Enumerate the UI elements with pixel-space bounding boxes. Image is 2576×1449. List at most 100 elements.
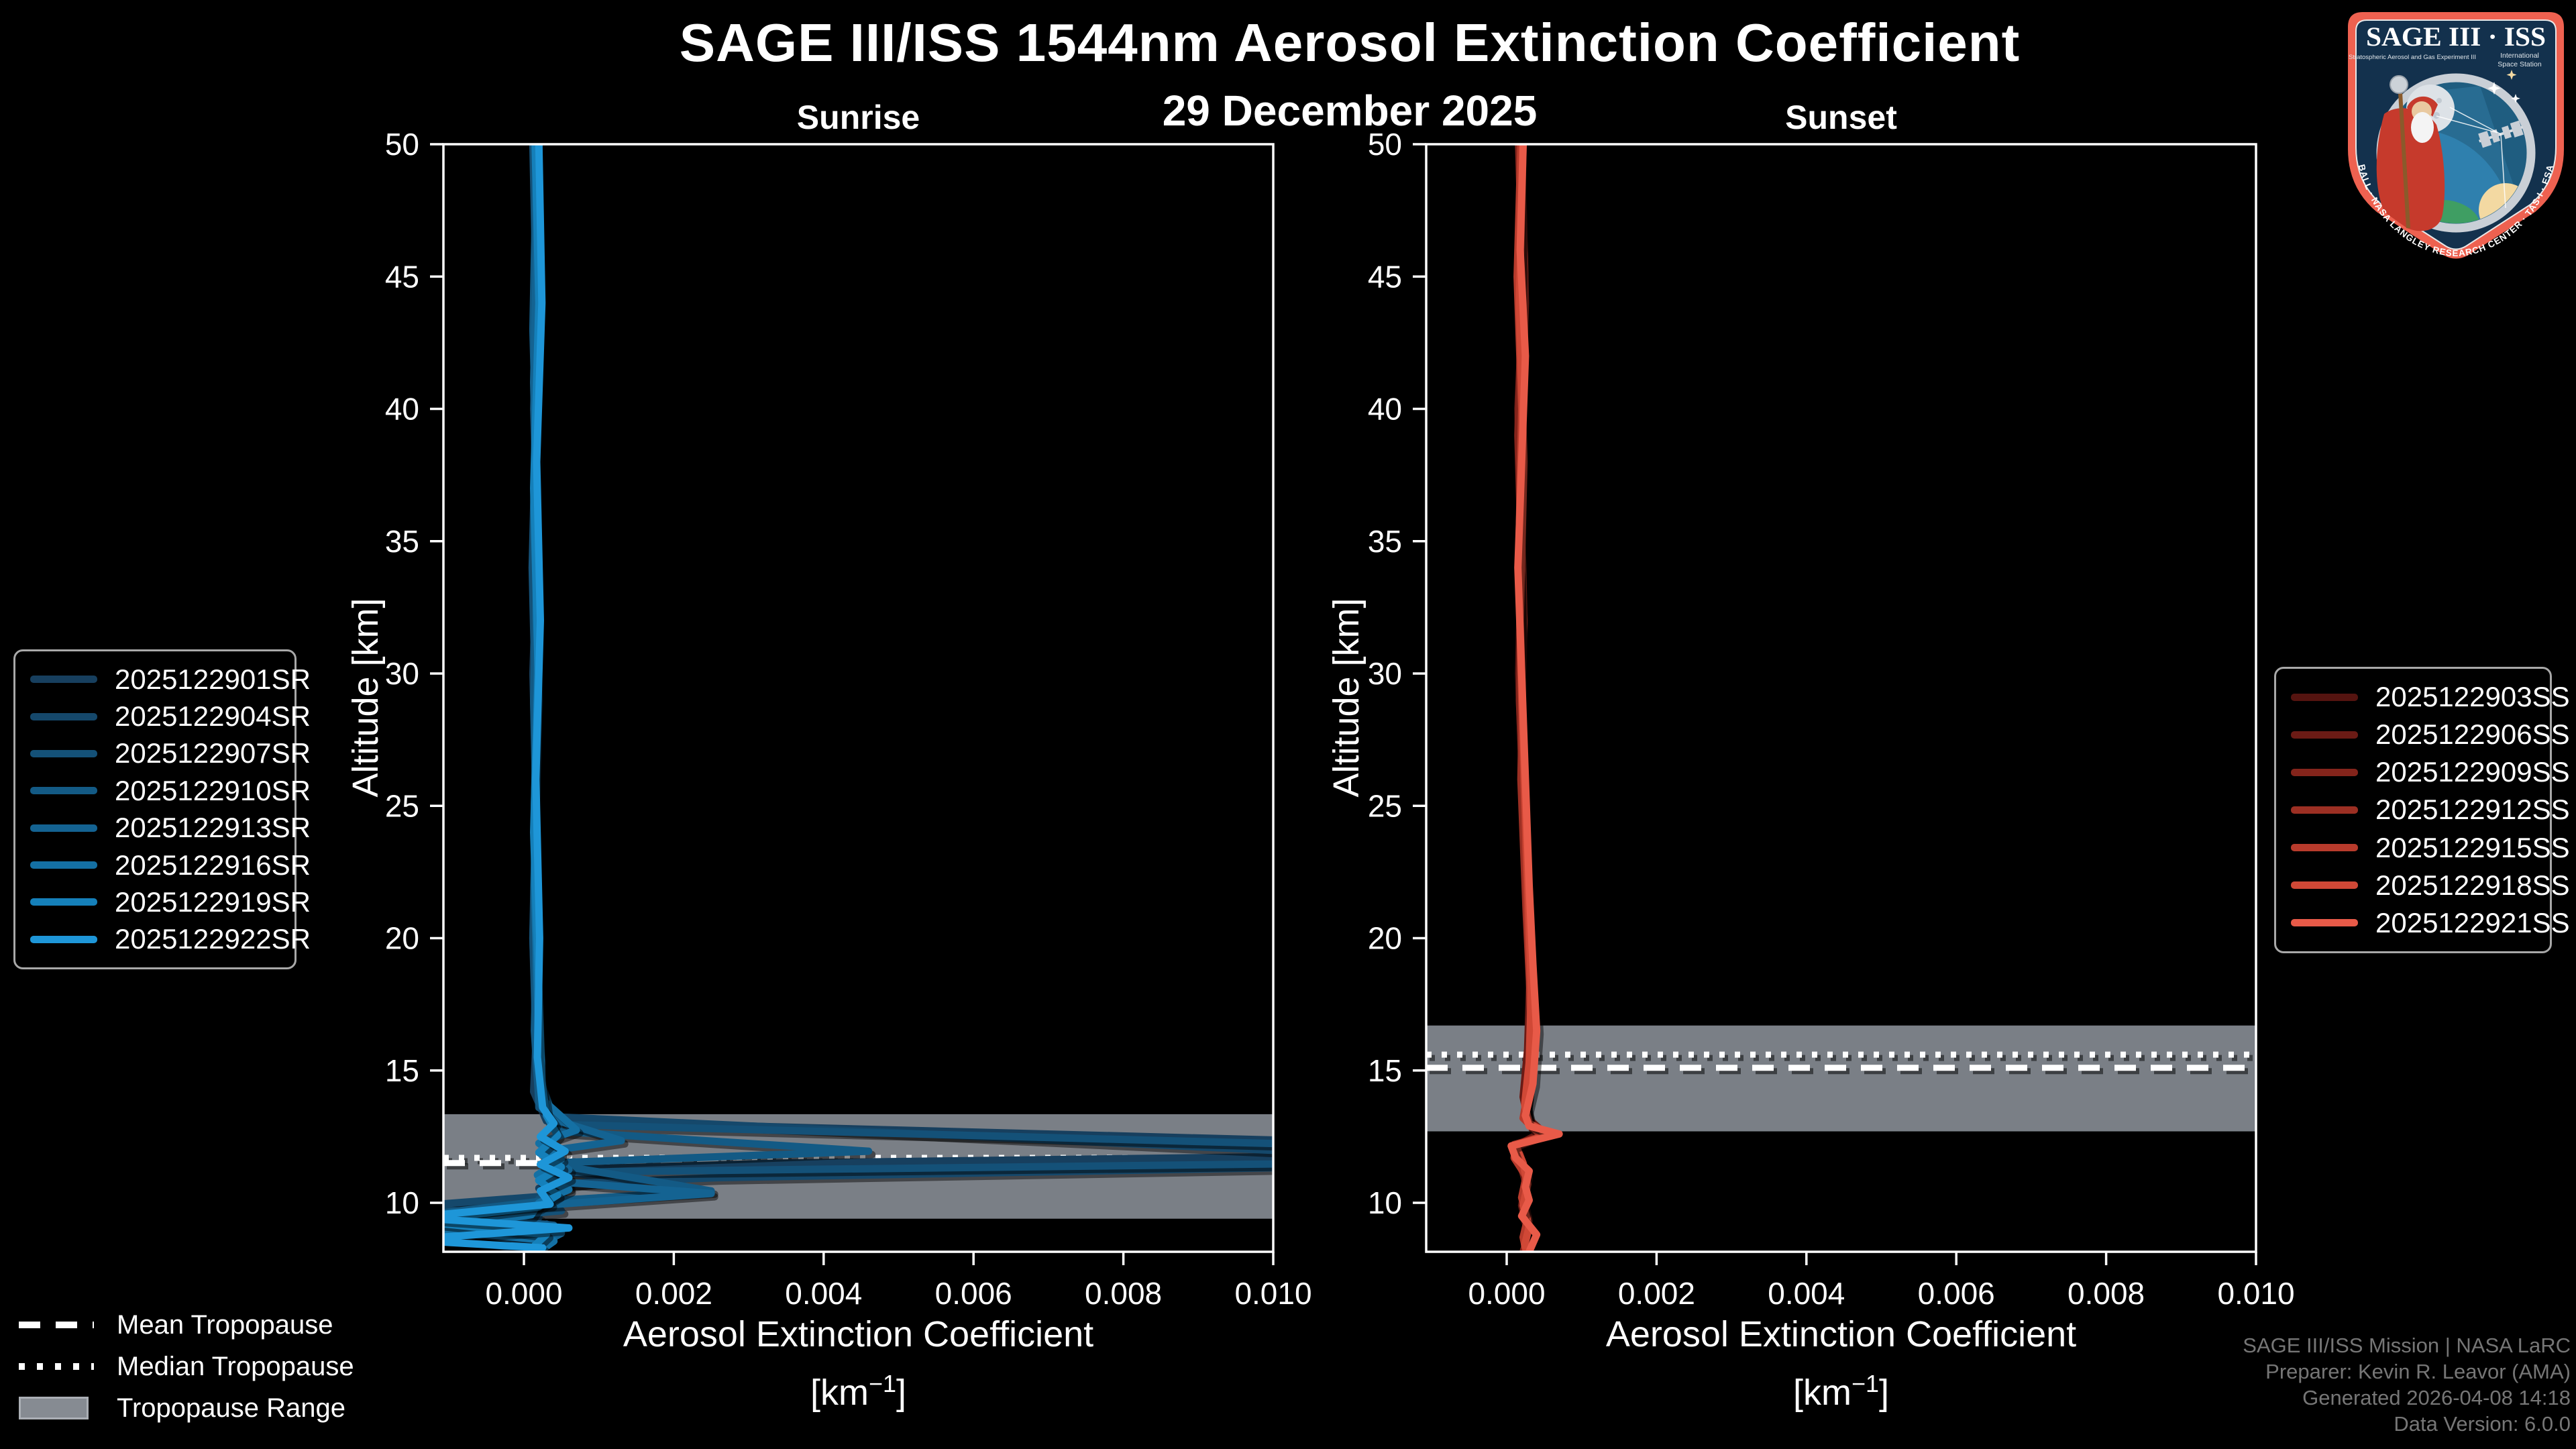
y-tick-label: 10 bbox=[385, 1185, 419, 1220]
line-swatch bbox=[30, 935, 97, 943]
legend-label: Tropopause Range bbox=[117, 1393, 345, 1423]
legend-item-tropopause-range: Tropopause Range bbox=[19, 1387, 354, 1429]
y-tick-label: 45 bbox=[1368, 259, 1402, 294]
line-swatch bbox=[30, 787, 97, 795]
dashed-line-swatch bbox=[19, 1322, 98, 1328]
y-tick-label: 40 bbox=[1368, 392, 1402, 427]
panel-sunset: 0.000 0.002 0.004 0.006 0.008 0.010 10 15 20 25 30… bbox=[1368, 127, 2295, 1311]
line-swatch bbox=[30, 861, 97, 869]
sage-iii-iss-logo: SAGE III · ISS Stratospheric Aerosol and… bbox=[2348, 12, 2564, 259]
line-swatch bbox=[30, 712, 97, 720]
legend-item-2025122909SS: 2025122909SS bbox=[2291, 756, 2570, 788]
attribution-line: Generated 2026-04-08 14:18 bbox=[2302, 1386, 2571, 1409]
x-axis-label-sunrise: Aerosol Extinction Coefficient [km−1] bbox=[443, 1309, 1273, 1417]
x-tick-label: 0.002 bbox=[1618, 1276, 1695, 1311]
profile-shadow bbox=[443, 147, 876, 1252]
legend-item-median-tropopause: Median Tropopause bbox=[19, 1346, 354, 1387]
line-swatch bbox=[30, 749, 97, 757]
x-axis-unit: [km−1] bbox=[1792, 1370, 1890, 1413]
logo-title: SAGE III · ISS bbox=[2366, 21, 2546, 52]
legend-label: 2025122912SS bbox=[2375, 794, 2570, 826]
legend-label: 2025122909SS bbox=[2375, 756, 2570, 788]
legend-item-2025122913SR: 2025122913SR bbox=[30, 812, 311, 844]
legend-label: 2025122906SS bbox=[2375, 718, 2570, 751]
line-swatch bbox=[30, 898, 97, 906]
x-tick-label: 0.004 bbox=[1768, 1276, 1845, 1311]
gray-band-swatch bbox=[19, 1397, 98, 1419]
legend-label: 2025122907SR bbox=[115, 737, 311, 769]
profile-shadow bbox=[443, 147, 584, 1252]
x-axis-label-text: Aerosol Extinction Coefficient bbox=[1605, 1314, 2077, 1354]
panel-sunrise: 0.000 0.002 0.004 0.006 0.008 0.010 10 15 20 25 30… bbox=[385, 127, 1312, 1311]
legend-label: 2025122916SR bbox=[115, 849, 311, 881]
legend-label: 2025122901SR bbox=[115, 663, 311, 695]
x-tick-label: 0.004 bbox=[785, 1276, 862, 1311]
legend-item-2025122916SR: 2025122916SR bbox=[30, 849, 311, 881]
logo-sight-lines bbox=[2436, 107, 2506, 209]
panel-title-sunrise: Sunrise bbox=[796, 99, 920, 136]
legend-label: 2025122922SR bbox=[115, 923, 311, 955]
legend-item-2025122921SS: 2025122921SS bbox=[2291, 907, 2570, 939]
legend-item-2025122912SS: 2025122912SS bbox=[2291, 794, 2570, 826]
attribution: SAGE III/ISS Mission | NASA LaRC Prepare… bbox=[2243, 1332, 2571, 1437]
logo-subtitle-right: International bbox=[2500, 52, 2539, 60]
y-tick-label: 45 bbox=[385, 259, 419, 294]
legend-label: Median Tropopause bbox=[117, 1351, 354, 1381]
line-swatch bbox=[2291, 768, 2358, 776]
x-tick-label: 0.008 bbox=[1085, 1276, 1162, 1311]
y-tick-label: 50 bbox=[385, 127, 419, 162]
attribution-line: Data Version: 6.0.0 bbox=[2394, 1412, 2571, 1436]
tropopause-range-band bbox=[1426, 1025, 2256, 1132]
legend-label: 2025122903SS bbox=[2375, 681, 2570, 713]
y-tick-label: 50 bbox=[1368, 127, 1402, 162]
y-tick-label: 20 bbox=[385, 921, 419, 956]
profile-2025122922SR bbox=[443, 144, 573, 1252]
profile-2025122904SR bbox=[443, 144, 1273, 1252]
logo-sage-figure bbox=[2376, 75, 2445, 231]
y-tick-label: 20 bbox=[1368, 921, 1402, 956]
line-swatch bbox=[2291, 693, 2358, 701]
figure-title: SAGE III/ISS 1544nm Aerosol Extinction C… bbox=[679, 13, 2021, 72]
x-tick-label: 0.006 bbox=[935, 1276, 1012, 1311]
line-swatch bbox=[2291, 844, 2358, 852]
tropopause-legend: Mean Tropopause Median Tropopause Tropop… bbox=[19, 1304, 354, 1429]
x-tick-label: 0.010 bbox=[2217, 1276, 2294, 1311]
attribution-line: Preparer: Kevin R. Leavor (AMA) bbox=[2265, 1360, 2571, 1383]
profile-shadow bbox=[443, 147, 1273, 1252]
profile-2025122913SR bbox=[443, 144, 715, 1252]
y-axis-label-sunrise: Altitude [km] bbox=[345, 598, 386, 798]
y-axis-label-sunset: Altitude [km] bbox=[1326, 598, 1366, 798]
legend-item-2025122904SR: 2025122904SR bbox=[30, 700, 311, 733]
legend-label: 2025122904SR bbox=[115, 700, 311, 733]
line-swatch bbox=[2291, 806, 2358, 814]
legend-item-2025122907SR: 2025122907SR bbox=[30, 737, 311, 769]
profile-2025122907SR bbox=[443, 144, 1273, 1252]
legend-item-2025122922SR: 2025122922SR bbox=[30, 923, 311, 955]
x-tick-label: 0.000 bbox=[1468, 1276, 1545, 1311]
legend-label: 2025122910SR bbox=[115, 774, 311, 806]
profile-shadow bbox=[443, 147, 1273, 1252]
y-tick-label: 10 bbox=[1368, 1185, 1402, 1220]
logo-moon-crater bbox=[2433, 112, 2440, 119]
legend-label: 2025122921SS bbox=[2375, 906, 2570, 938]
profile-2025122921SS bbox=[1507, 144, 1563, 1252]
legend-sunset: 2025122903SS 2025122906SS 2025122909SS 2025… bbox=[2274, 667, 2570, 953]
legend-label: 2025122913SR bbox=[115, 812, 311, 844]
legend-item-2025122918SS: 2025122918SS bbox=[2291, 869, 2570, 902]
legend-label: 2025122919SR bbox=[115, 885, 311, 918]
dotted-line-swatch bbox=[19, 1363, 98, 1370]
logo-earth bbox=[2385, 129, 2512, 223]
y-tick-label: 35 bbox=[385, 524, 419, 559]
y-tick-label: 25 bbox=[1368, 788, 1402, 823]
axes-spines bbox=[442, 143, 1275, 1253]
y-tick-label: 15 bbox=[1368, 1053, 1402, 1088]
legend-item-2025122915SS: 2025122915SS bbox=[2291, 832, 2570, 864]
y-tick-label: 35 bbox=[1368, 524, 1402, 559]
legend-item-2025122910SR: 2025122910SR bbox=[30, 775, 311, 807]
logo-iss bbox=[2478, 120, 2524, 148]
line-swatch bbox=[2291, 731, 2358, 739]
attribution-line: SAGE III/ISS Mission | NASA LaRC bbox=[2243, 1334, 2571, 1357]
y-tick-label: 25 bbox=[385, 788, 419, 823]
line-swatch bbox=[30, 676, 97, 684]
y-tick-label: 30 bbox=[1368, 656, 1402, 691]
